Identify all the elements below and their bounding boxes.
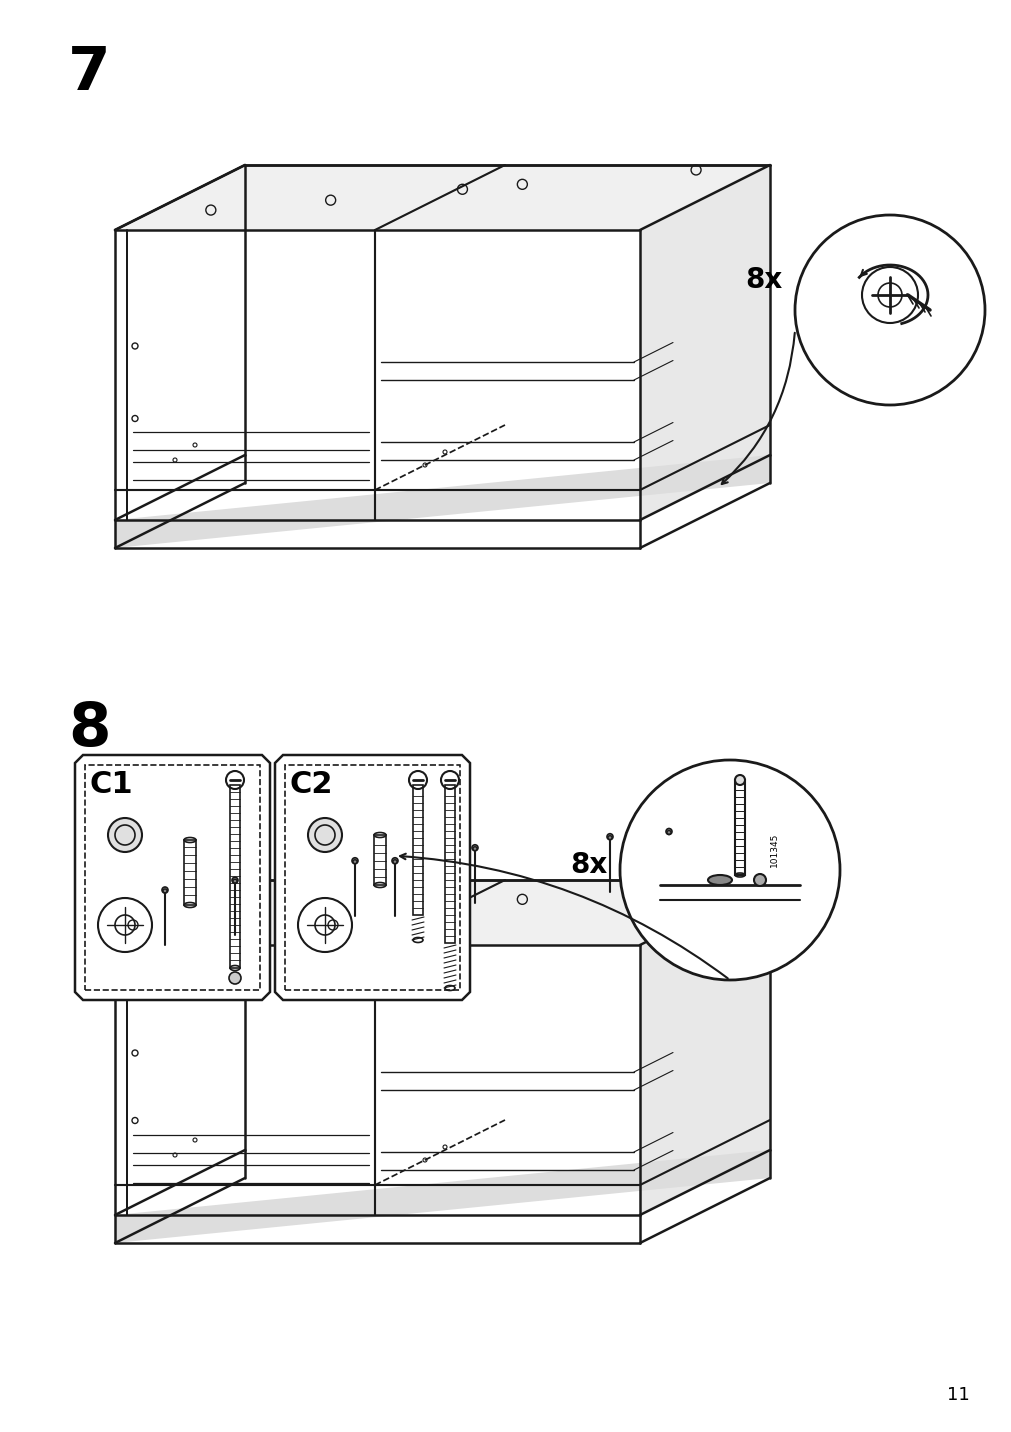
Text: 8: 8 (68, 700, 110, 759)
Bar (184, 841, 196, 905)
Text: 8x: 8x (569, 851, 607, 879)
Polygon shape (115, 1150, 769, 1243)
Circle shape (232, 878, 238, 884)
Circle shape (108, 818, 142, 852)
Circle shape (665, 829, 671, 835)
Circle shape (620, 760, 839, 979)
Polygon shape (75, 755, 270, 1000)
Text: 101345: 101345 (769, 833, 778, 868)
Circle shape (162, 886, 168, 894)
Circle shape (352, 858, 358, 863)
Ellipse shape (708, 875, 731, 885)
Text: 11: 11 (946, 1386, 969, 1403)
Polygon shape (639, 165, 769, 520)
Polygon shape (115, 165, 769, 231)
Circle shape (753, 874, 765, 886)
Bar (412, 785, 423, 915)
Polygon shape (275, 755, 469, 1000)
Circle shape (307, 818, 342, 852)
Bar (85, 765, 260, 990)
Circle shape (228, 972, 241, 984)
Polygon shape (115, 881, 769, 945)
Bar (445, 785, 455, 944)
Polygon shape (115, 231, 639, 520)
Bar (374, 835, 385, 885)
Polygon shape (115, 945, 639, 1214)
Text: C2: C2 (290, 770, 334, 799)
Polygon shape (115, 455, 769, 548)
Circle shape (471, 845, 477, 851)
Circle shape (391, 858, 397, 863)
Bar (229, 785, 240, 968)
Circle shape (795, 215, 984, 405)
Text: 7: 7 (68, 44, 110, 103)
Circle shape (607, 833, 613, 839)
Bar (734, 780, 744, 875)
Circle shape (734, 775, 744, 785)
Polygon shape (639, 881, 769, 1214)
Bar (285, 765, 460, 990)
Text: 8x: 8x (744, 266, 782, 294)
Text: C1: C1 (90, 770, 133, 799)
